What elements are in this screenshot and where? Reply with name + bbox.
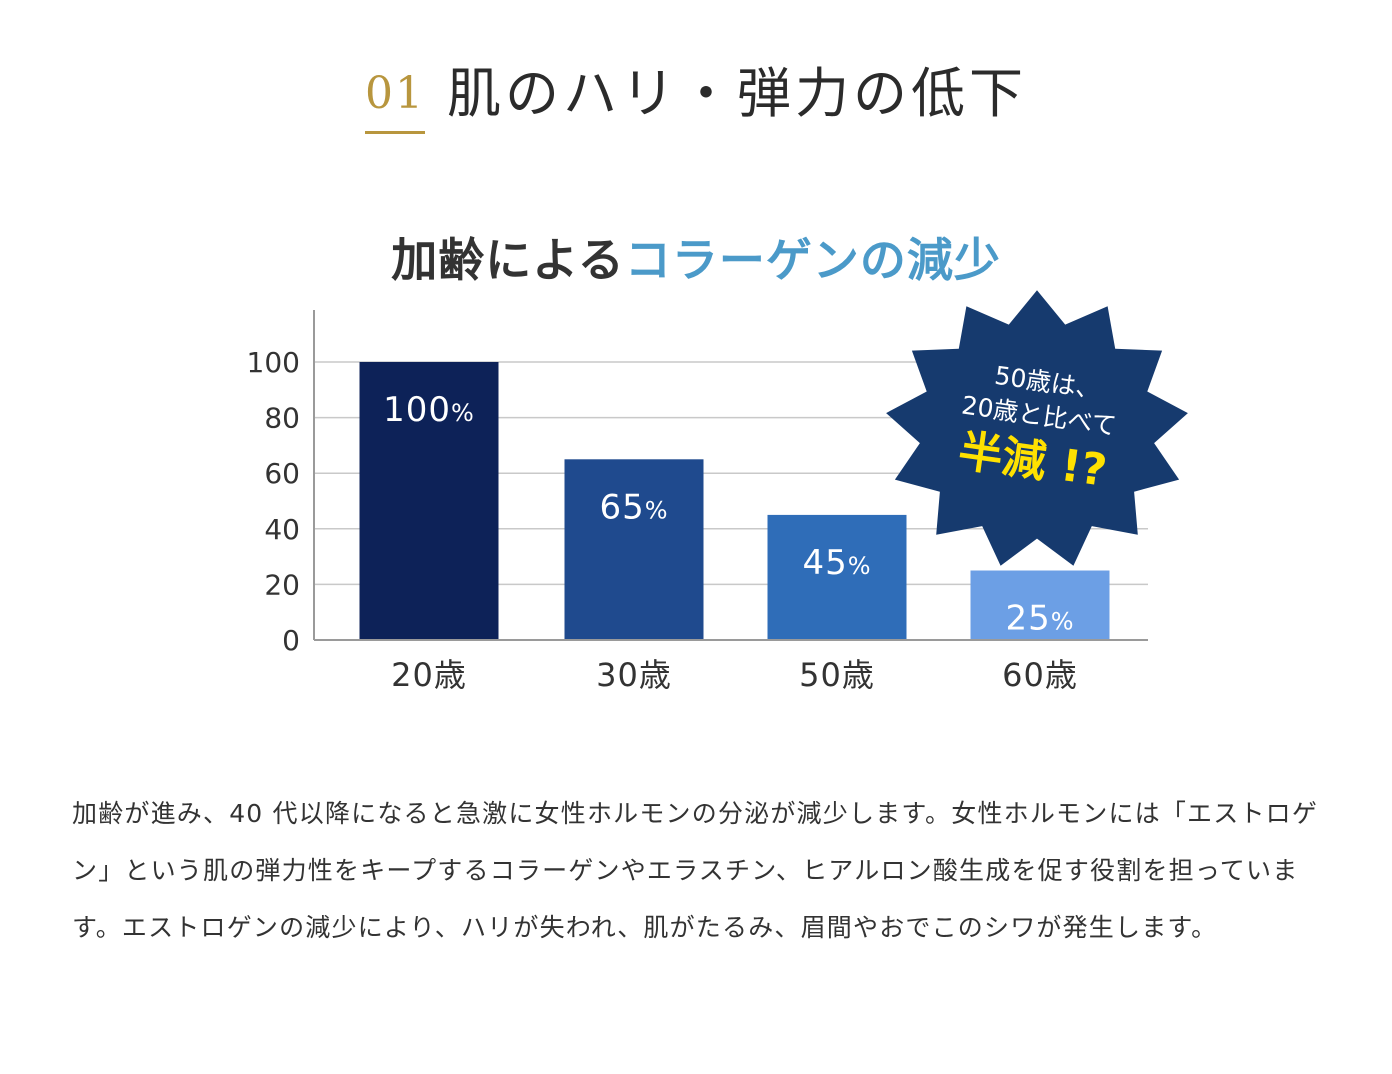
- x-category-label: 30歳: [596, 656, 672, 694]
- x-category-label: 20歳: [391, 656, 467, 694]
- description-text: 加齢が進み、40 代以降になると急激に女性ホルモンの分泌が減少します。女性ホルモ…: [72, 785, 1322, 956]
- y-tick-label: 60: [264, 457, 300, 490]
- y-tick-label: 100: [247, 346, 300, 379]
- y-tick-label: 20: [264, 568, 300, 601]
- x-category-label: 60歳: [1002, 656, 1078, 694]
- x-category-label: 50歳: [799, 656, 875, 694]
- y-tick-label: 80: [264, 402, 300, 435]
- y-tick-label: 40: [264, 513, 300, 546]
- y-tick-label: 0: [282, 624, 300, 657]
